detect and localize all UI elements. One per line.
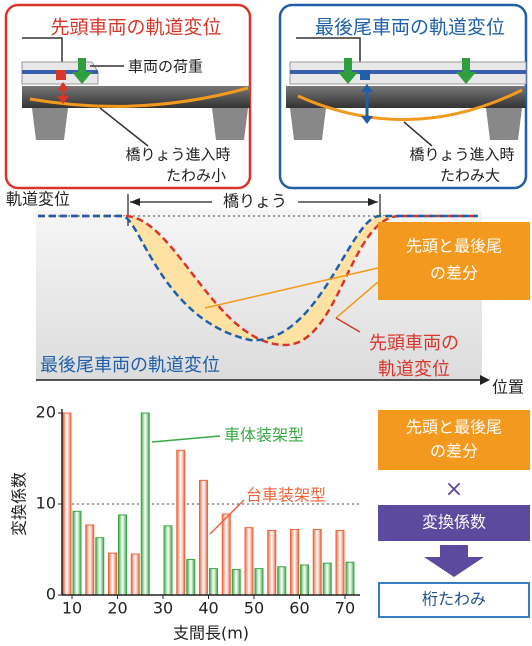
bar [186,559,196,596]
factor-label: 変換係数 [422,513,486,532]
legend-label: 車体装架型 [224,426,304,445]
bar [198,479,208,596]
arrow-head [480,375,490,385]
deflection-curve [297,88,523,121]
leader [22,37,63,72]
x-tick-label: 30 [153,599,173,618]
arrow-head [361,84,373,124]
bar [254,568,264,596]
x-tick-label: 70 [335,599,355,618]
leading-label: 軌道変位 [378,359,450,380]
x-axis-label: 位置 [492,378,524,397]
factor-box [378,505,530,541]
x-tick-label: 50 [244,599,264,618]
bar [85,524,95,596]
bar [108,552,118,596]
bar [312,528,322,596]
y-tick-label: 10 [36,494,56,513]
legend-label: 台車装架型 [246,486,326,505]
leader [151,435,221,443]
leading-label: 先頭車両の [369,333,459,354]
pier [32,108,248,140]
result-label: 桁たわみ [422,590,486,609]
diff-label: の差分 [430,264,478,283]
bar [95,537,105,596]
diff-box [378,222,530,300]
difference-area [122,216,400,345]
pier [290,108,522,140]
bar [231,569,241,596]
panel-title: 先頭車両の軌道変位 [50,17,221,39]
x-tick-label: 10 [62,599,82,618]
bar [208,568,218,596]
leader [296,37,361,72]
leading-curve [38,214,478,347]
bar [244,527,254,596]
bar [140,412,150,596]
bar [335,529,345,596]
panel-caption: 橋りょう進入時 [409,146,514,164]
leader [209,499,245,535]
girder [286,86,526,108]
diff-box [378,410,530,470]
diff-label: の差分 [430,442,478,461]
load-arrow [338,58,476,84]
x-tick-label: 40 [198,599,218,618]
leader [335,281,379,319]
leader [403,121,433,147]
bar [299,564,309,596]
load-label: 車両の荷重 [128,58,203,76]
x-tick-label: 60 [289,599,309,618]
diff-label: 先頭と最後尾 [406,237,502,256]
bar [130,553,140,596]
bar [176,449,186,596]
arrow-head [57,82,69,104]
load-arrow [72,58,92,84]
flow-arrow [424,545,484,577]
y-tick-label: 20 [36,403,56,422]
y-axis-label: 変換係数 [10,472,29,536]
y-axis-label: 軌道変位 [6,190,70,209]
marker [56,70,66,80]
y-tick-label: 0 [46,585,56,604]
bar [118,514,128,596]
bar [221,513,231,596]
bridge-label: 橋りょう [223,192,287,211]
marker [360,70,370,80]
deflection-curve [29,86,249,108]
leader [99,107,149,147]
bar [345,561,355,596]
trailing-label: 最後尾車両の軌道変位 [40,355,220,376]
panel-caption: 橋りょう進入時 [125,146,230,164]
train-stripe [290,70,526,74]
bar [72,510,82,596]
times: × [445,477,463,502]
result-box [378,582,530,618]
panel-caption: たわみ大 [440,167,500,185]
diff-label: 先頭と最後尾 [406,418,502,437]
bar [289,528,299,596]
x-tick-label: 20 [107,599,127,618]
leader [335,317,361,333]
trailing-curve [38,214,478,342]
bar [163,525,173,596]
panel-caption: たわみ小 [166,167,226,185]
leader [204,267,379,309]
x-axis-label: 支間長(m) [173,624,249,643]
girder [22,86,250,108]
bar [62,412,72,596]
panel-title: 最後尾車両の軌道変位 [315,17,505,39]
bar [267,529,277,596]
bar [322,562,332,596]
bar [277,566,287,596]
